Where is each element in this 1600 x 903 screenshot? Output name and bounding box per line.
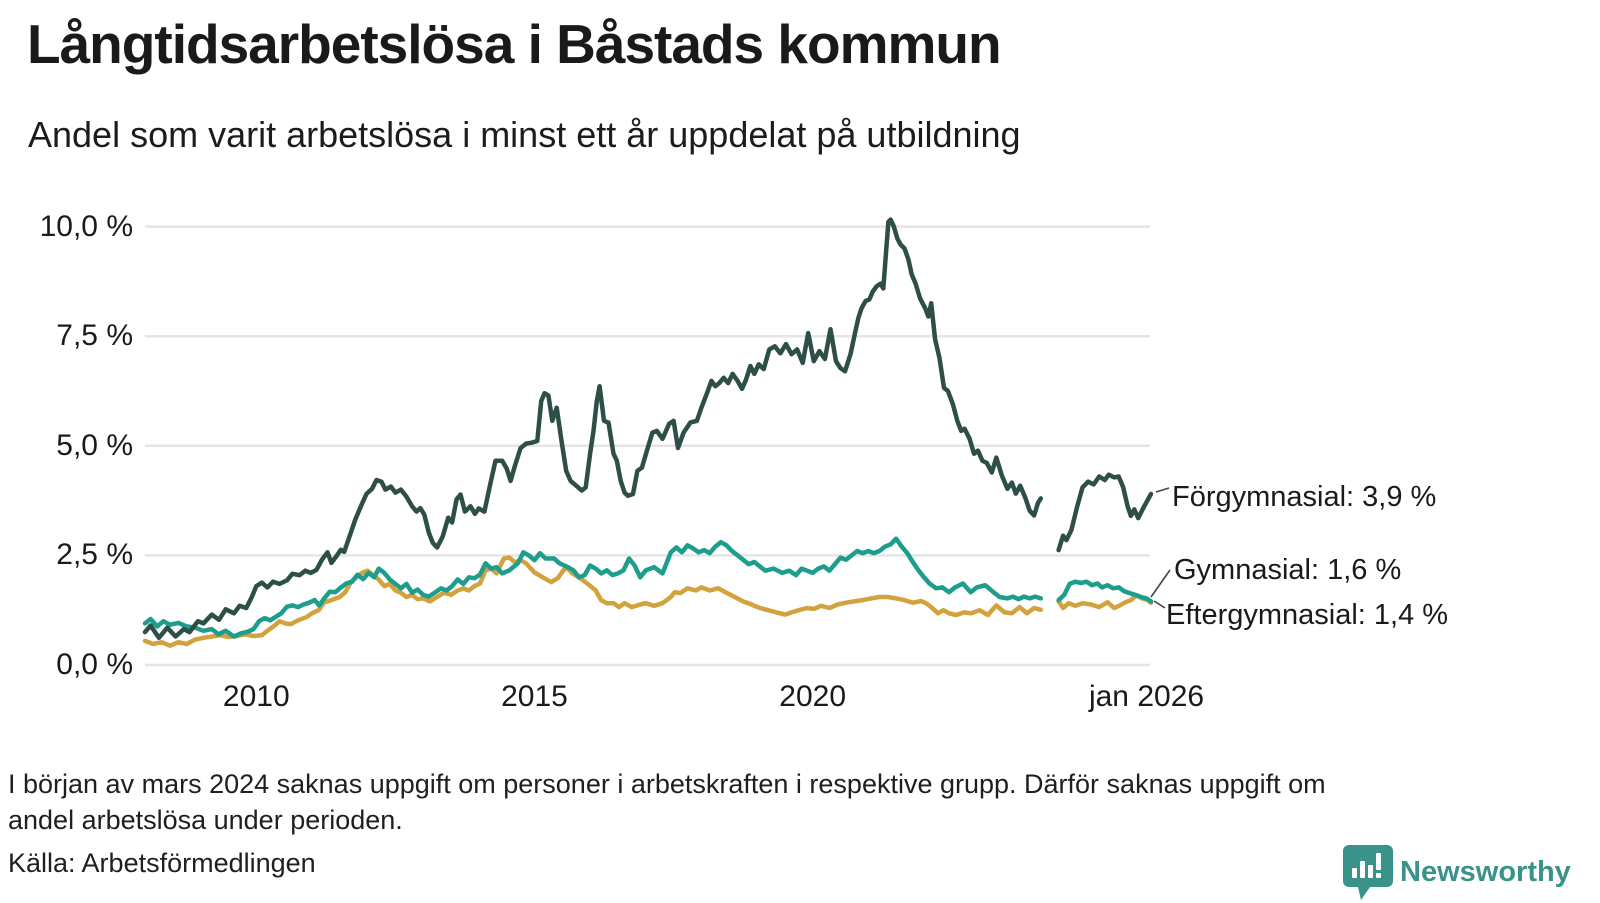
end-label-connector-0 (1155, 487, 1170, 493)
series-line-gymnasial (142, 536, 1044, 639)
x-tick-label: 2010 (222, 680, 290, 713)
y-tick-label: 2,5 % (56, 538, 133, 572)
end-label-connector-1 (1150, 569, 1171, 598)
series-line-gymnasial (1056, 579, 1154, 604)
source-note: Källa: Arbetsförmedlingen (8, 848, 316, 878)
newsworthy-logo-icon (1343, 845, 1393, 900)
series-end-label-forgymnasial: Förgymnasial: 3,9 % (1172, 481, 1437, 513)
chart-footnote: I början av mars 2024 saknas uppgift om … (8, 769, 1326, 835)
series-end-label-eftergymnasial: Eftergymnasial: 1,4 % (1166, 599, 1449, 631)
x-tick-label: 2020 (779, 680, 847, 713)
newsworthy-brand-name: Newsworthy (1400, 856, 1571, 888)
y-tick-label: 0,0 % (56, 648, 133, 681)
page-title: Långtidsarbetslösa i Båstads kommun (27, 13, 1002, 75)
series-end-label-gymnasial: Gymnasial: 1,6 % (1174, 554, 1402, 586)
y-tick-label: 7,5 % (56, 319, 133, 353)
x-tick-label: 2015 (501, 680, 568, 713)
y-tick-label: 10,0 % (39, 209, 133, 243)
x-tick-label: jan 2026 (1088, 680, 1205, 713)
y-tick-label: 5,0 % (56, 428, 133, 462)
chart-subtitle: Andel som varit arbetslösa i minst ett å… (28, 114, 1021, 155)
series-line-förgymnasial (1056, 472, 1154, 553)
series-line-förgymnasial (142, 217, 1044, 641)
end-label-connector-2 (1153, 600, 1166, 609)
series-line-eftergymnasial (142, 555, 1044, 648)
